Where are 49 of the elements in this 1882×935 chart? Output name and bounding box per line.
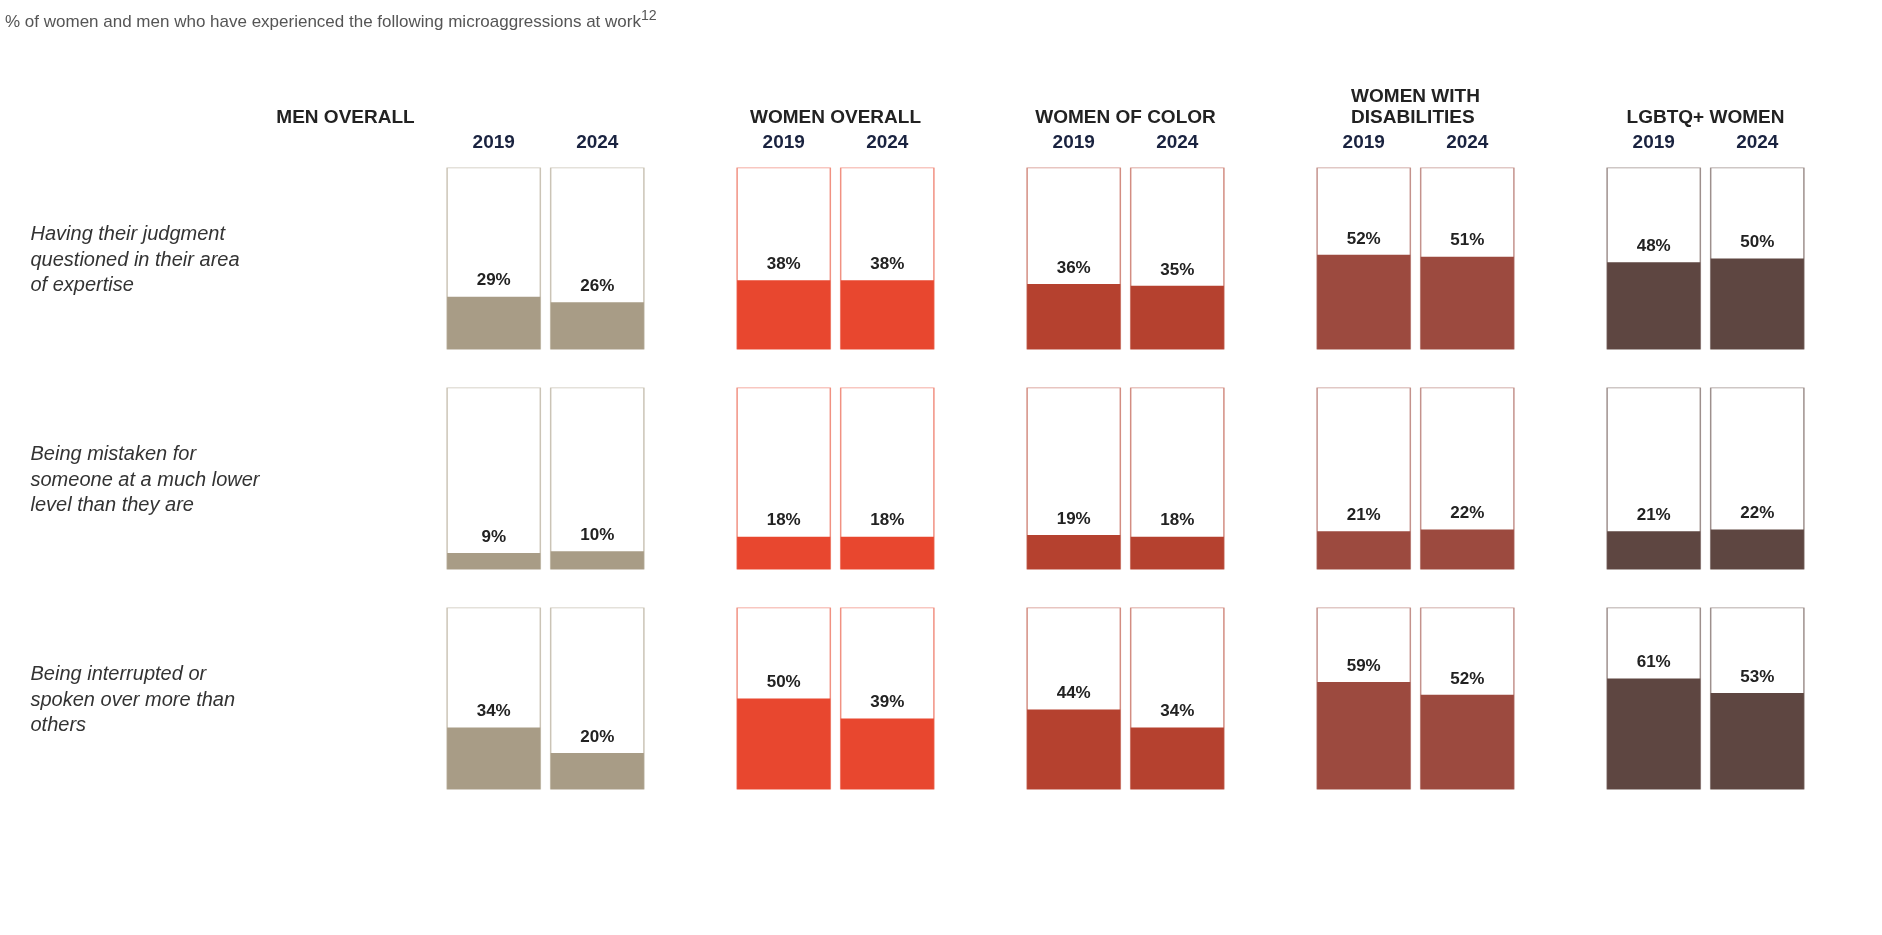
- data-label: 53%: [1740, 666, 1775, 686]
- x-tick-label: 2024: [866, 130, 909, 152]
- chart-title: WOMEN WITH DISABILITIES: [1351, 84, 1480, 127]
- data-label: 50%: [1740, 232, 1775, 252]
- data-label: 50%: [766, 672, 801, 692]
- data-label: 26%: [580, 275, 615, 295]
- data-label: 19%: [1056, 508, 1091, 528]
- data-label: 36%: [1056, 257, 1091, 277]
- y-axis-title: Being mistaken for someone at a much lower level than they are: [30, 441, 261, 515]
- data-label: 18%: [870, 510, 905, 530]
- data-label: 38%: [870, 254, 905, 273]
- x-tick-label: 2019: [1632, 130, 1675, 152]
- y-axis-title: Being interrupted or spoken over more than others: [30, 661, 236, 735]
- chart-title: WOMEN OVERALL: [750, 105, 922, 127]
- data-label: 34%: [476, 701, 511, 721]
- data-label: 44%: [1056, 683, 1091, 703]
- data-label: 29%: [476, 270, 511, 290]
- chart-title: LGBTQ+ WOMEN: [1626, 105, 1785, 127]
- text: % of women and men who have experienced the following microaggressions at work$^{12}$: [5, 6, 657, 33]
- data-label: 21%: [1346, 504, 1381, 524]
- x-tick-label: 2019: [762, 130, 805, 152]
- data-label: 10%: [580, 524, 615, 544]
- data-label: 21%: [1636, 504, 1671, 524]
- x-tick-label: 2019: [472, 130, 515, 152]
- data-label: 34%: [1160, 701, 1195, 721]
- data-label: 51%: [1450, 230, 1485, 250]
- x-tick-label: 2019: [1052, 130, 1095, 152]
- data-label: 61%: [1636, 652, 1671, 672]
- x-tick-label: 2024: [1156, 130, 1199, 152]
- chart-title: WOMEN OF COLOR: [1035, 105, 1217, 127]
- data-label: 18%: [766, 510, 801, 530]
- data-label: 22%: [1740, 503, 1775, 523]
- x-tick-label: 2019: [1342, 130, 1385, 152]
- data-label: 35%: [1160, 259, 1195, 279]
- data-label: 22%: [1450, 503, 1485, 523]
- data-label: 18%: [1160, 510, 1195, 530]
- data-label: 39%: [870, 692, 905, 712]
- data-label: 9%: [481, 526, 507, 546]
- data-label: 52%: [1346, 228, 1381, 248]
- x-tick-label: 2024: [1446, 130, 1489, 152]
- data-label: 52%: [1450, 668, 1485, 688]
- x-tick-label: 2024: [1736, 130, 1779, 152]
- data-label: 59%: [1346, 655, 1381, 675]
- data-label: 20%: [580, 726, 615, 746]
- data-label: 48%: [1636, 235, 1671, 255]
- data-label: 38%: [766, 254, 801, 273]
- x-tick-label: 2024: [576, 130, 619, 152]
- y-axis-title: Having their judgment questioned in their area of expertise: [30, 221, 240, 295]
- chart-title: MEN OVERALL: [276, 105, 416, 127]
